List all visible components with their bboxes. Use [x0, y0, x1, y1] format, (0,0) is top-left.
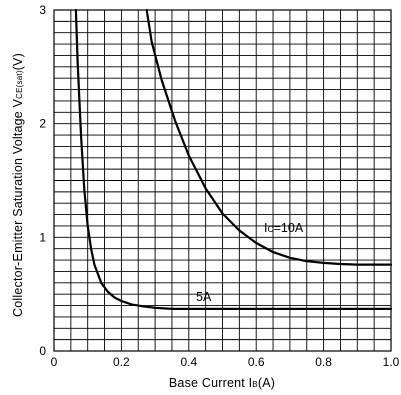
series-line-ic-10a — [145, 8, 393, 266]
series-label-ic-10a: IC=10A — [264, 221, 304, 235]
plot-frame — [53, 9, 392, 352]
y-tick-label: 3 — [39, 3, 46, 17]
series-label-5a: 5A — [196, 290, 212, 304]
x-axis-title: Base Current IB(A) — [169, 376, 275, 390]
x-tick-label: 0.4 — [180, 355, 197, 369]
y-tick-label: 2 — [39, 117, 46, 131]
x-tick-label: 0.2 — [113, 355, 130, 369]
x-tick-labels: 0 0.2 0.4 0.6 0.8 1.0 — [51, 355, 400, 369]
y-tick-label: 0 — [39, 344, 46, 358]
curves — [74, 8, 393, 310]
x-tick-label: 0.6 — [248, 355, 265, 369]
x-tick-label: 1.0 — [383, 355, 400, 369]
y-tick-label: 1 — [39, 230, 46, 244]
x-tick-label: 0.8 — [315, 355, 332, 369]
x-tick-label: 0 — [51, 355, 58, 369]
y-tick-labels: 0 1 2 3 — [39, 3, 46, 358]
y-axis-title: Collector-Emitter Saturation Voltage VCE… — [11, 53, 25, 317]
series-line-5a — [74, 8, 393, 310]
grid — [54, 10, 391, 351]
